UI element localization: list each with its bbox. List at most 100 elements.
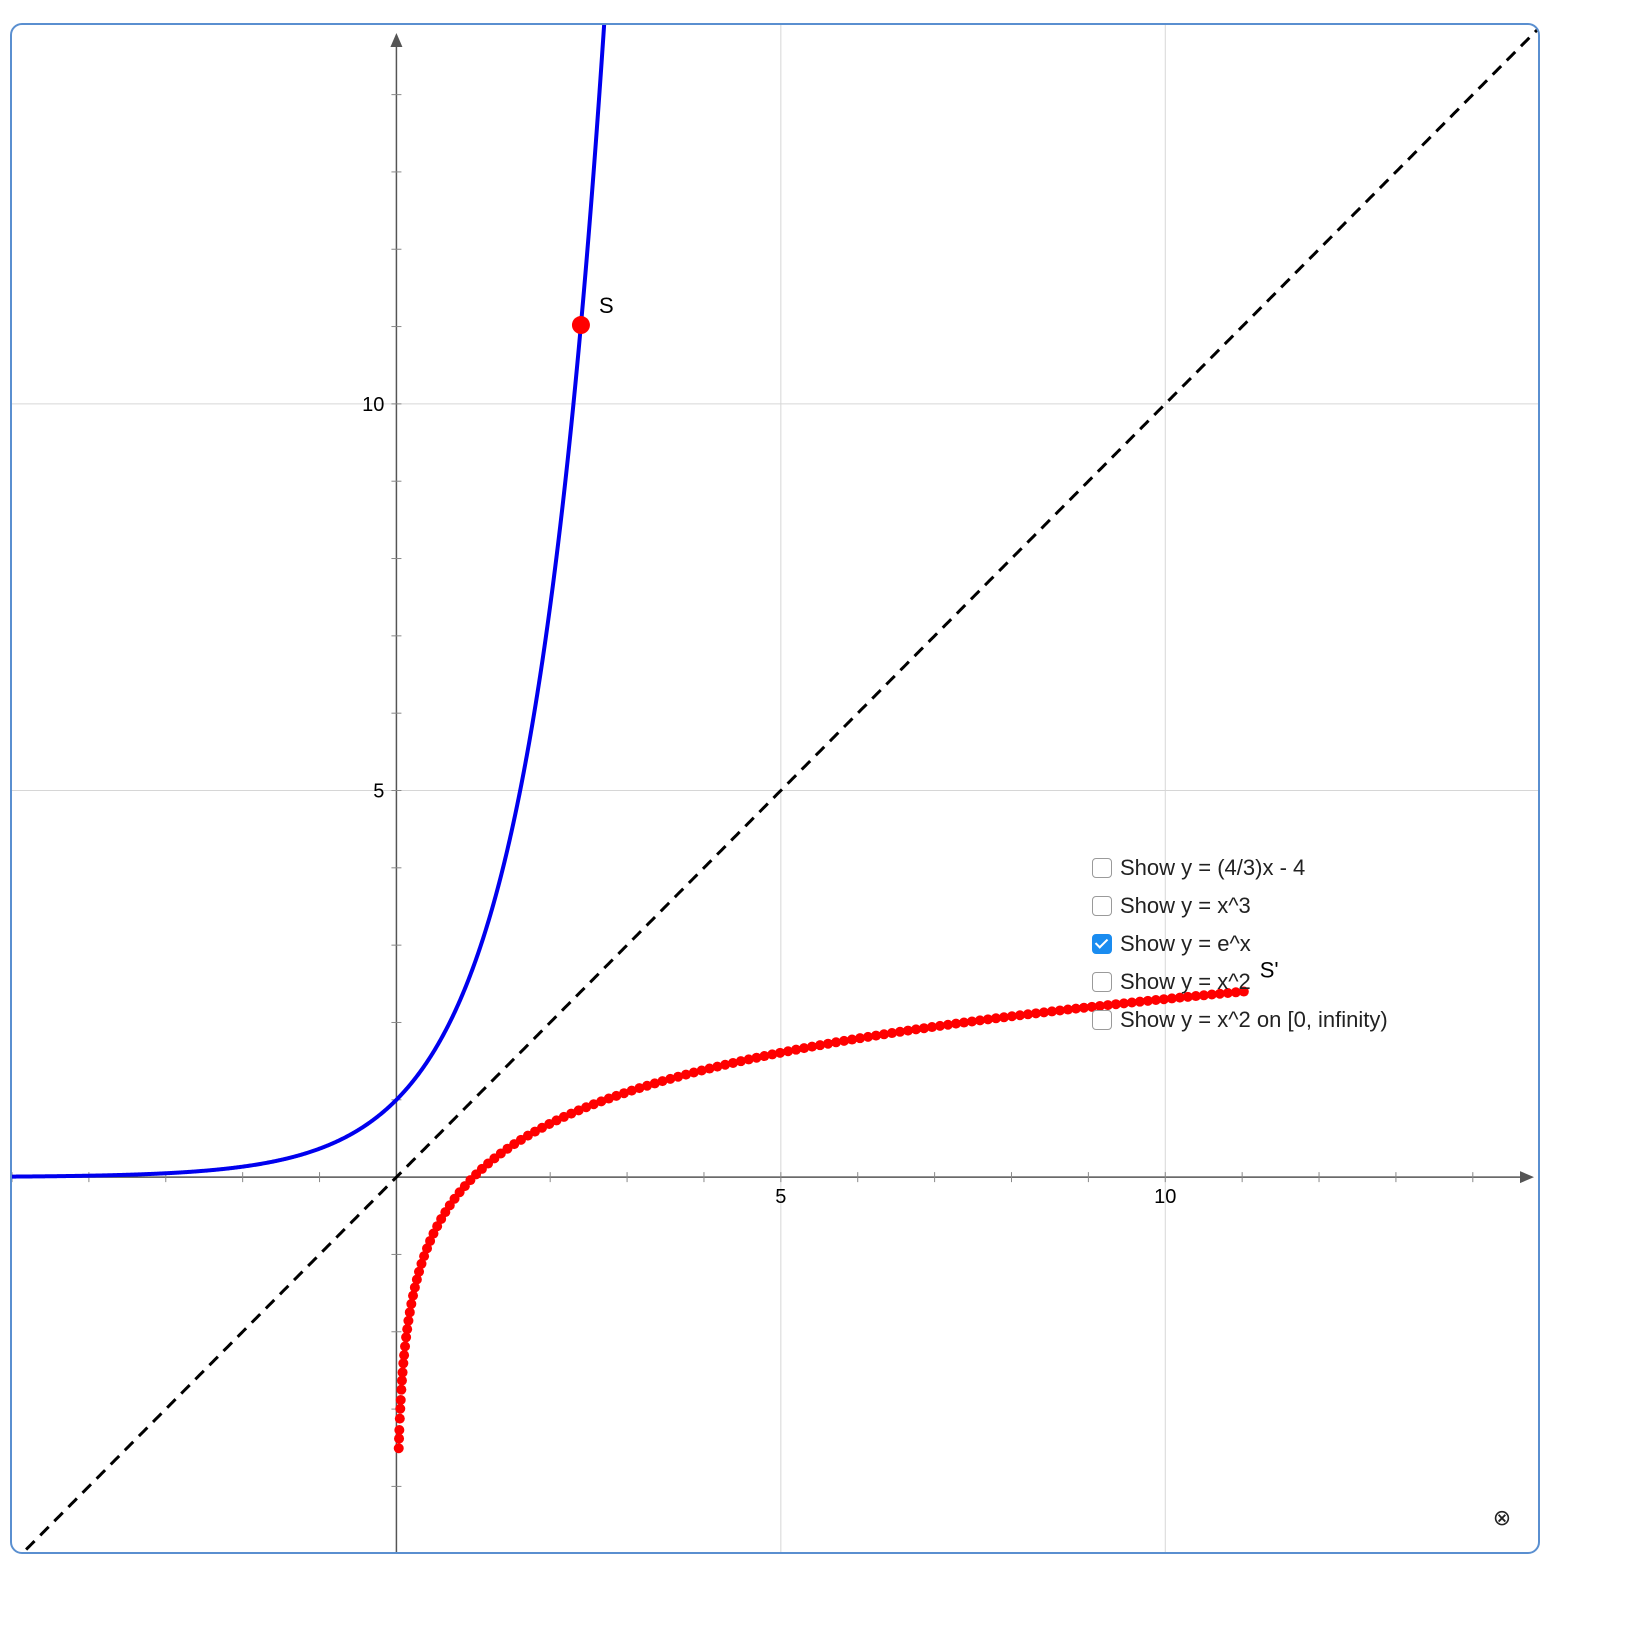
ln-curve-dot (815, 1040, 826, 1051)
checkbox[interactable] (1092, 934, 1112, 954)
y-axis-arrow (390, 33, 403, 47)
ln-curve-dot (394, 1433, 405, 1444)
option-square-restricted[interactable]: Show y = x^2 on [0, infinity) (1092, 1001, 1388, 1039)
ln-curve-dot (966, 1016, 977, 1027)
option-cubic[interactable]: Show y = x^3 (1092, 887, 1388, 925)
series (12, 25, 1538, 1552)
ln-curve-dot (942, 1019, 953, 1030)
ln-curve-dot (1094, 1000, 1105, 1011)
ln-curve-dot (958, 1017, 969, 1028)
ln-curve-dot (950, 1018, 961, 1029)
option-label: Show y = x^2 (1120, 969, 1251, 994)
ln-curve-dot (634, 1083, 645, 1094)
ln-curve-dot (1078, 1002, 1089, 1013)
ln-curve-dot (395, 1394, 406, 1405)
ln-curve-dot (903, 1025, 914, 1036)
ln-curve-dot (1222, 988, 1233, 999)
ln-curve-dot (911, 1024, 922, 1035)
ln-curve-dot (1014, 1010, 1025, 1021)
ln-curve-dot (823, 1038, 834, 1049)
checkbox[interactable] (1092, 858, 1112, 878)
ln-curve-dot (680, 1069, 691, 1080)
ln-curve-dot (397, 1367, 408, 1378)
ln-curve-dot (394, 1413, 405, 1424)
option-label: Show y = (4/3)x - 4 (1120, 855, 1306, 880)
ln-curve-dot (1102, 1000, 1113, 1011)
ln-curve-dot (1182, 991, 1193, 1002)
x-tick-label: 10 (1154, 1186, 1176, 1208)
ln-curve-dot (696, 1065, 707, 1076)
ln-curve-dot (998, 1012, 1009, 1023)
y-tick-label: 10 (362, 394, 384, 416)
ln-curve-dot (403, 1315, 414, 1326)
identity-line (21, 26, 1538, 1552)
checkbox[interactable] (1092, 972, 1112, 992)
ln-curve-dot (1158, 994, 1169, 1005)
option-label: Show y = x^2 on [0, infinity) (1120, 1007, 1388, 1032)
ln-curve-dot (642, 1080, 653, 1091)
option-exponential[interactable]: Show y = e^x (1092, 925, 1388, 963)
ln-curve-dot (831, 1037, 842, 1048)
ln-curve-dot (767, 1049, 778, 1060)
ln-curve-dot (1038, 1007, 1049, 1018)
ln-curve-dot (982, 1014, 993, 1025)
ln-curve-dot (657, 1076, 668, 1087)
option-label: Show y = e^x (1120, 931, 1251, 956)
ln-curve-dot (401, 1332, 412, 1343)
ln-curve-dot (1070, 1003, 1081, 1014)
ln-curve-dot (396, 1375, 407, 1386)
exp-curve (12, 25, 607, 1179)
ln-curve-dot (1126, 997, 1137, 1008)
ln-curve-dot (673, 1071, 684, 1082)
ln-curve-dot (588, 1099, 599, 1110)
ln-curve-dot (396, 1384, 407, 1395)
option-label: Show y = x^3 (1120, 893, 1251, 918)
ln-curve-dot (735, 1056, 746, 1067)
ln-curve-dot (416, 1258, 427, 1269)
grid (12, 25, 1538, 1552)
checkbox[interactable] (1092, 1010, 1112, 1030)
ln-curve-dot (603, 1093, 614, 1104)
plot-area[interactable]: 5 10 5 10 S S' (12, 25, 1540, 1554)
ln-curve-dot (1142, 995, 1153, 1006)
ln-curve-dot (974, 1015, 985, 1026)
option-square[interactable]: Show y = x^2 (1092, 963, 1388, 1001)
ln-curve-dot (1230, 987, 1241, 998)
ln-curve-dot (611, 1090, 622, 1101)
point-label: S' (1260, 958, 1279, 983)
ln-curve-dot (406, 1298, 417, 1309)
ln-curve-dot (720, 1059, 731, 1070)
ln-curve-dot (404, 1307, 415, 1318)
ln-curve-dot (759, 1051, 770, 1062)
ln-curve-dot (626, 1085, 637, 1096)
reset-icon[interactable]: ⊗ (1492, 1506, 1512, 1531)
ln-curve-dot (1022, 1009, 1033, 1020)
point-label: S (599, 293, 614, 318)
graph-frame: 5 10 5 10 S S' Show y = (4/3)x - 4 Show y = x… (10, 23, 1540, 1554)
ln-curve-dot (895, 1026, 906, 1037)
ln-curve-dot (596, 1096, 607, 1107)
ln-curve-dot (879, 1029, 890, 1040)
ln-curve-dot (409, 1282, 420, 1293)
ln-curve-dot (871, 1030, 882, 1041)
axes (12, 33, 1534, 1552)
ln-curve-dot (934, 1020, 945, 1031)
ln-curve-dot (926, 1022, 937, 1033)
ln-curve-dot (1134, 996, 1145, 1007)
ln-curve-dot (1062, 1004, 1073, 1015)
option-linear[interactable]: Show y = (4/3)x - 4 (1092, 849, 1388, 887)
ln-curve-dot (919, 1023, 930, 1034)
ln-curve-dot (1190, 991, 1201, 1002)
ln-curve-dot (887, 1028, 898, 1039)
checkbox[interactable] (1092, 896, 1112, 916)
ln-curve-dot (990, 1013, 1001, 1024)
ln-curve-dot (1166, 993, 1177, 1004)
ln-curve-dot (1110, 999, 1121, 1010)
y-tick-label: 5 (373, 781, 384, 803)
ln-curve-dot (1198, 990, 1209, 1001)
ln-curve-dot (751, 1052, 762, 1063)
ln-curve-dot (398, 1358, 409, 1369)
ln-curve-dot (1086, 1001, 1097, 1012)
checkbox-panel: Show y = (4/3)x - 4 Show y = x^3 Show y … (1092, 849, 1388, 1039)
ln-curve-dot (783, 1046, 794, 1057)
